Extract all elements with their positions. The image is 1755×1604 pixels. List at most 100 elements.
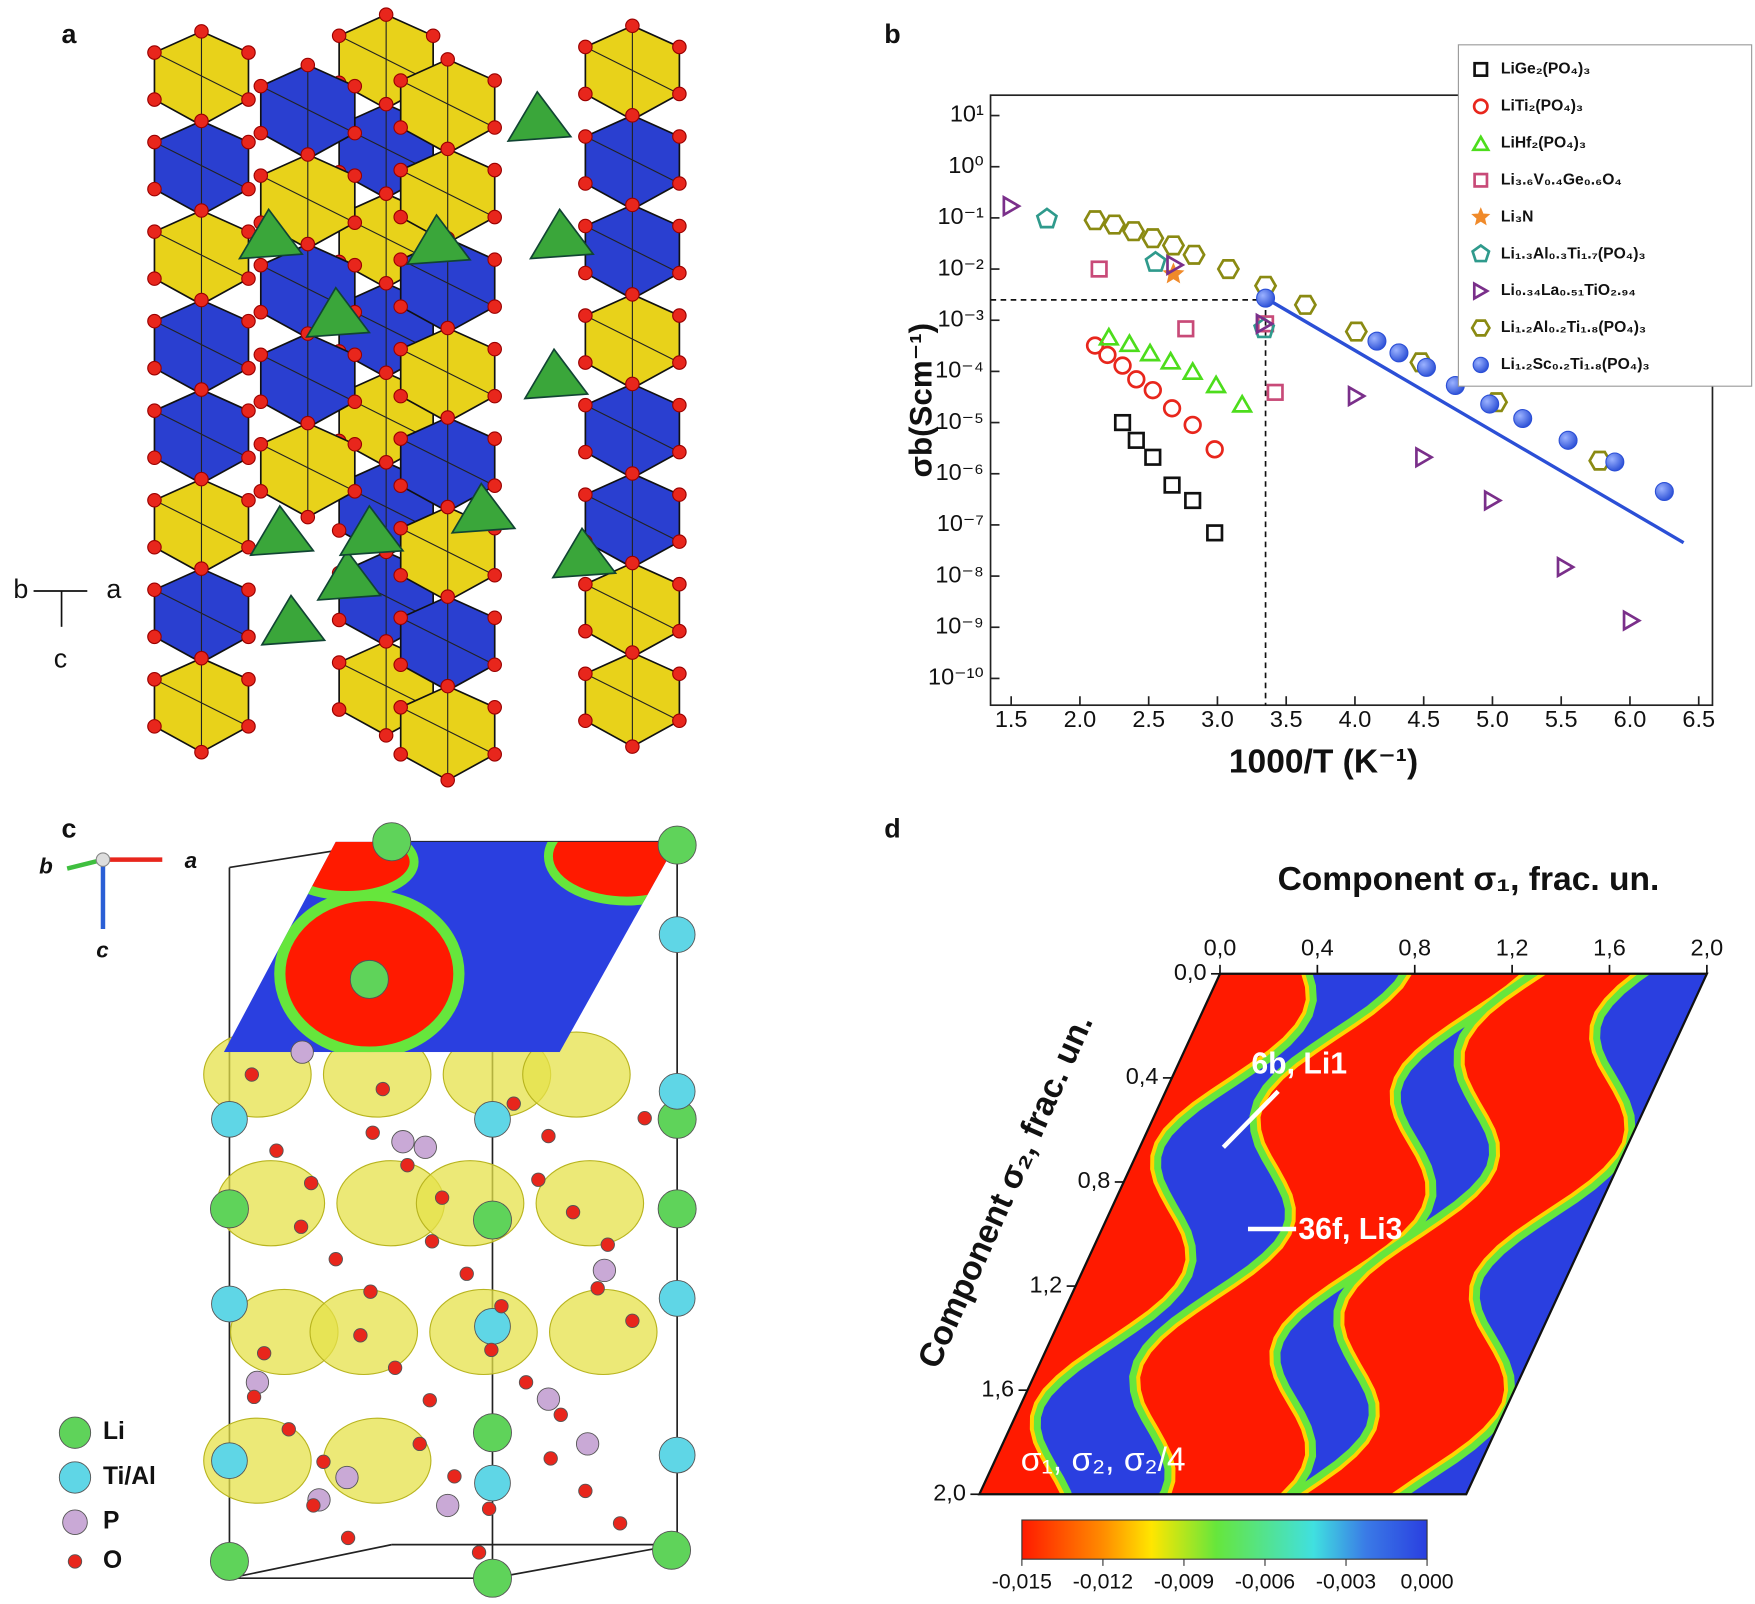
annotation: 6b, Li1 (1251, 1048, 1347, 1081)
oxygen (578, 623, 593, 639)
atom (246, 1389, 262, 1405)
oxygen (625, 739, 640, 754)
oxygen (487, 610, 502, 626)
marker (1231, 393, 1254, 413)
oxygen (194, 24, 209, 39)
atom (600, 1237, 615, 1252)
annotation: σ₁, σ₂, σ₂/4 (1021, 1442, 1186, 1479)
oxygen (672, 534, 687, 549)
tetrahedron (338, 504, 405, 557)
oxygen (487, 252, 502, 267)
marker (1097, 326, 1120, 346)
octahedron-edge (260, 85, 356, 134)
octahedron-edge (585, 46, 680, 95)
marker (1471, 134, 1491, 152)
x-tick-label: 1.5 (995, 706, 1028, 732)
oxygen (578, 176, 593, 191)
x-tick-label: 0,4 (1301, 934, 1334, 960)
oxygen (378, 7, 394, 22)
x-tick-label: 6.0 (1614, 706, 1647, 732)
x-tick-label: 6.5 (1682, 706, 1715, 732)
marker (1205, 374, 1228, 394)
marker (1138, 342, 1162, 362)
octahedron-edge (154, 410, 249, 459)
oxygen (241, 92, 256, 107)
oxygen (241, 313, 256, 329)
y-tick-label: 10⁰ (948, 152, 984, 178)
marker (1471, 207, 1491, 226)
legend-label: Li (103, 1418, 125, 1445)
oxygen (440, 320, 455, 336)
oxygen (487, 431, 502, 446)
marker (1605, 452, 1625, 472)
octahedron-edge (400, 438, 495, 487)
atom (303, 1175, 319, 1191)
legend-label: Ti/Al (103, 1463, 156, 1490)
tetrahedron (249, 504, 315, 557)
atom (281, 1422, 296, 1437)
octahedron-edge (154, 678, 249, 727)
tetrahedron (528, 207, 595, 260)
tetrahedron (506, 90, 573, 143)
oxygen (378, 455, 394, 470)
marker (1483, 489, 1503, 512)
oxygen (487, 388, 502, 404)
oxygen (487, 700, 502, 715)
marker (1143, 380, 1162, 400)
marker (1472, 281, 1490, 301)
atom (531, 1172, 546, 1187)
oxygen (147, 719, 162, 734)
contour-band (1245, 973, 1714, 1495)
legend-marker (58, 1461, 92, 1494)
marker (1256, 288, 1276, 308)
marker (1216, 259, 1241, 280)
oxygen (147, 450, 162, 465)
oxygen (347, 257, 363, 273)
atom (474, 1100, 511, 1138)
marker (1098, 345, 1117, 365)
marker (1556, 556, 1576, 579)
octahedron-edge (154, 141, 249, 190)
oxygen (194, 744, 209, 760)
oxygen (393, 388, 408, 404)
marker (1083, 210, 1107, 231)
marker (1471, 243, 1491, 263)
oxygen (393, 478, 408, 493)
oxygen (393, 120, 408, 135)
tetrahedron (316, 549, 383, 601)
oxygen (241, 582, 256, 598)
oxygen (625, 555, 640, 571)
y-tick-label: 10⁻⁷ (937, 510, 984, 536)
x-tick-label: 5.5 (1545, 706, 1578, 732)
oxygen (672, 713, 687, 729)
y-tick-label: 0,0 (1174, 959, 1207, 985)
oxygen (194, 292, 209, 308)
atom (590, 1281, 605, 1296)
oxygen (578, 129, 593, 144)
marker (1183, 415, 1202, 435)
atom (211, 1285, 248, 1323)
oxygen (147, 672, 162, 687)
atom (494, 1299, 509, 1314)
x-tick-label: 0,8 (1398, 934, 1431, 960)
marker (1473, 172, 1489, 188)
oxygen (194, 471, 209, 487)
oxygen (241, 134, 256, 150)
atom (400, 1158, 415, 1173)
octahedron-edge (260, 354, 356, 403)
x-tick-label: 2.5 (1132, 706, 1165, 732)
atom (391, 1130, 415, 1154)
oxygen (440, 589, 455, 604)
marker (1654, 481, 1674, 502)
oxygen (625, 108, 640, 123)
tetrahedron (450, 482, 517, 534)
atom (658, 1280, 696, 1317)
atom (578, 1483, 593, 1499)
atom (657, 1189, 697, 1229)
atom (244, 1067, 259, 1082)
atom (553, 1407, 568, 1422)
oxygen (578, 576, 593, 592)
y-tick-label: 10¹ (950, 101, 984, 127)
oxygen (672, 576, 687, 592)
